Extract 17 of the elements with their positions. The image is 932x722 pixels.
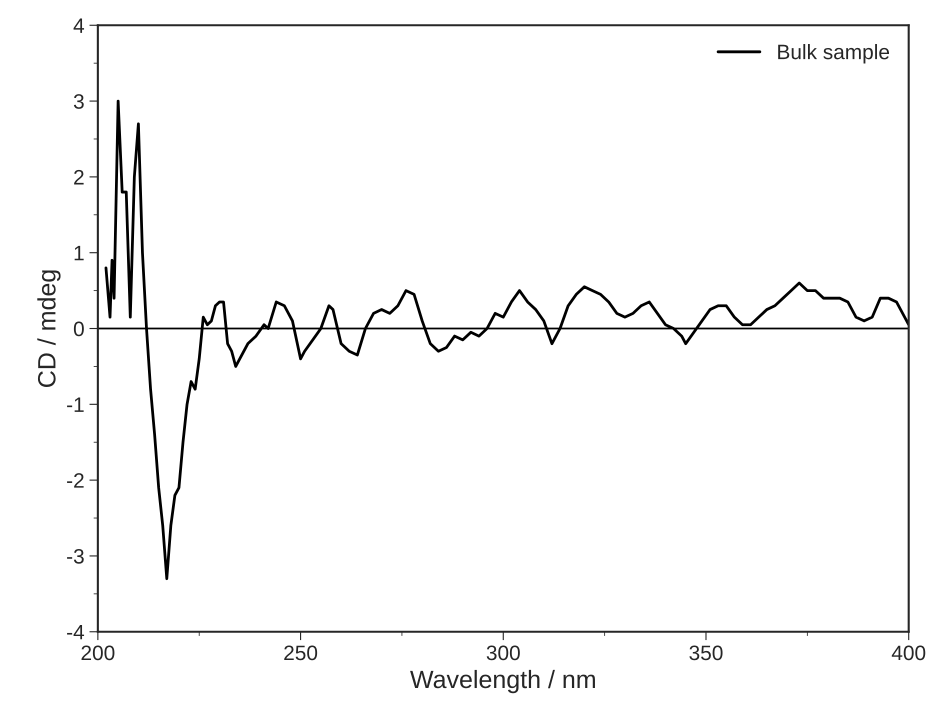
y-tick-label: -3 (67, 548, 84, 564)
x-tick-label: 200 (82, 645, 114, 660)
y-tick-label: -4 (67, 624, 84, 640)
y-tick-label: 2 (74, 170, 84, 184)
y-tick-label: 4 (74, 18, 84, 33)
x-tick-label: 350 (689, 645, 723, 660)
y-tick-label: 1 (74, 246, 84, 260)
y-tick-label: -2 (67, 473, 84, 488)
y-tick-label: 3 (74, 94, 84, 109)
y-tick-label: -1 (67, 398, 84, 412)
x-tick-label: 250 (284, 645, 318, 660)
x-axis-title: Wavelength / nm (410, 670, 595, 694)
x-tick-label: 400 (892, 645, 926, 660)
legend-label: Bulk sample (778, 44, 890, 64)
y-axis-title: CD / mdeg (37, 270, 61, 387)
x-tick-label: 300 (486, 645, 520, 660)
y-tick-label: 0 (74, 322, 84, 336)
